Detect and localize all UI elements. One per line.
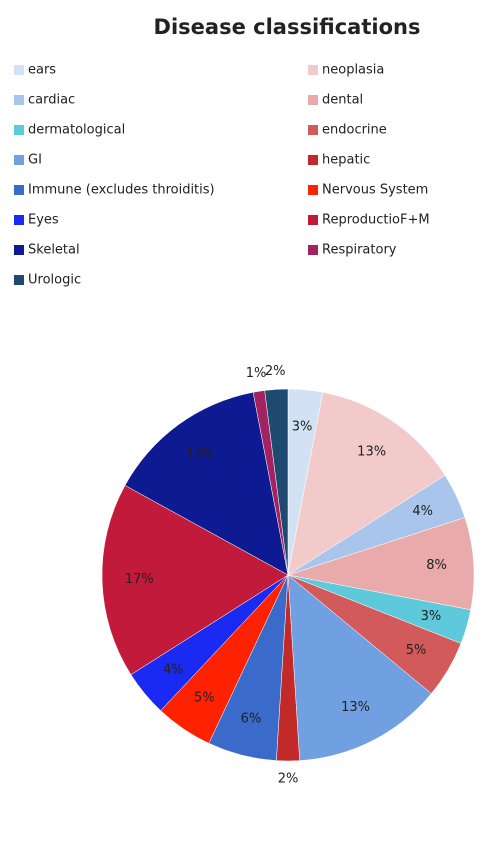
legend-label: ears [28, 63, 56, 78]
data-label: 1% [246, 366, 267, 381]
data-label: 5% [406, 643, 427, 658]
legend-swatch [308, 95, 318, 105]
legend-swatch [14, 185, 24, 195]
data-label: 3% [292, 419, 313, 434]
legend-label: dental [322, 93, 363, 108]
data-label: 2% [265, 364, 286, 379]
data-label: 4% [163, 662, 184, 677]
data-label: 6% [241, 712, 262, 727]
legend-swatch [14, 245, 24, 255]
legend-swatch [308, 215, 318, 225]
pie-slice [101, 485, 289, 676]
data-label: 13% [357, 444, 386, 459]
legend-label: dermatological [28, 123, 125, 138]
legend-swatch [14, 155, 24, 165]
pie-slice [287, 574, 432, 761]
legend-label: cardiac [28, 93, 75, 108]
legend-label: endocrine [322, 123, 387, 138]
legend-label: Immune (excludes throiditis) [28, 183, 215, 198]
legend-swatch [14, 215, 24, 225]
data-label: 14% [186, 447, 215, 462]
pie-slice [264, 388, 289, 576]
legend-swatch [14, 95, 24, 105]
legend-swatch [14, 65, 24, 75]
data-label: 5% [194, 691, 215, 706]
data-label: 13% [341, 700, 370, 715]
legend-swatch [308, 155, 318, 165]
data-label: 3% [421, 609, 442, 624]
legend-label: Skeletal [28, 243, 80, 258]
legend-label: Nervous System [322, 183, 428, 198]
legend-label: Eyes [28, 213, 59, 228]
legend-label: hepatic [322, 153, 370, 168]
legend-swatch [308, 125, 318, 135]
data-label: 8% [426, 558, 447, 573]
legend-label: Respiratory [322, 243, 397, 258]
legend-label: ReproductioF+M [322, 213, 430, 228]
data-label: 2% [278, 772, 299, 787]
legend-swatch [14, 125, 24, 135]
pie-slice [124, 392, 289, 576]
data-label: 4% [412, 504, 433, 519]
pie-slice [287, 517, 475, 611]
legend-label: GI [28, 153, 42, 168]
pie-slice [287, 392, 446, 576]
legend-swatch [308, 185, 318, 195]
legend-swatch [14, 275, 24, 285]
legend-label: neoplasia [322, 63, 384, 78]
data-label: 17% [125, 572, 154, 587]
legend-swatch [308, 245, 318, 255]
chart-title: Disease classifications [154, 15, 421, 39]
legend-label: Urologic [28, 273, 81, 288]
legend-swatch [308, 65, 318, 75]
